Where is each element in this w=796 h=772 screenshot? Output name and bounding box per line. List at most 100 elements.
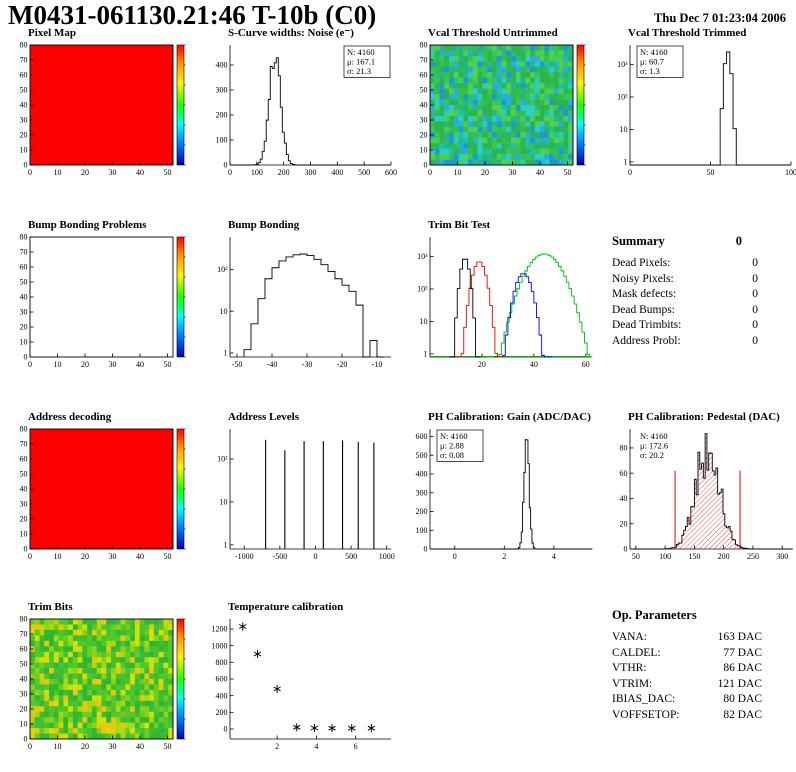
svg-text:10: 10 — [220, 307, 228, 316]
svg-text:50: 50 — [164, 360, 172, 369]
svg-text:80: 80 — [620, 444, 628, 453]
svg-text:20: 20 — [81, 552, 89, 561]
svg-text:1: 1 — [224, 540, 228, 549]
svg-text:10: 10 — [54, 742, 62, 751]
svg-text:50: 50 — [20, 278, 28, 287]
summary-row-dead-trimbits: Dead Trimbits: 0 — [612, 319, 758, 331]
svg-text:60: 60 — [20, 263, 28, 272]
ph-pedestal-panel: PH Calibration: Pedestal (DAC) 50 100 150 2… — [606, 411, 796, 562]
svg-text:0: 0 — [28, 168, 32, 177]
svg-text:400: 400 — [331, 168, 343, 177]
svg-text:50: 50 — [564, 168, 572, 177]
svg-text:40: 40 — [20, 101, 28, 110]
svg-text:80: 80 — [20, 425, 28, 434]
pixel-map-panel: Pixel Map 0 10 20 30 40 50 0 10 20 30 40 50 60 70 80 — [6, 27, 202, 178]
svg-text:40: 40 — [136, 360, 144, 369]
summary-row-dead-bumps: Dead Bumps: 0 — [612, 303, 758, 316]
svg-text:0: 0 — [624, 545, 628, 554]
chart-title: Trim Bit Test — [428, 219, 491, 231]
svg-text:10²: 10² — [417, 285, 428, 294]
svg-text:300: 300 — [776, 552, 788, 561]
svg-text:40: 40 — [136, 552, 144, 561]
svg-text:50: 50 — [164, 552, 172, 561]
temperature-calibration-chart: 2 4 6 0 200 400 600 800 1000 1200 — [212, 619, 391, 751]
pixel-map-chart: 0 10 20 30 40 50 0 10 20 30 40 50 60 70 80 — [20, 41, 186, 177]
svg-text:10: 10 — [54, 552, 62, 561]
svg-text:0: 0 — [428, 168, 432, 177]
op-row-vthr: VTHR: 86 DAC — [612, 662, 762, 674]
svg-text:60: 60 — [20, 455, 28, 464]
svg-text:200: 200 — [216, 708, 228, 717]
svg-text:10: 10 — [620, 125, 628, 134]
svg-text:σ: 21.3: σ: 21.3 — [347, 66, 371, 76]
svg-text:100: 100 — [785, 168, 796, 177]
svg-text:10: 10 — [220, 498, 228, 507]
svg-text:0: 0 — [313, 552, 317, 561]
chart-title: Address decoding — [28, 411, 112, 423]
chart-title: Address Levels — [228, 411, 299, 423]
svg-text:50: 50 — [164, 742, 172, 751]
svg-text:0: 0 — [424, 545, 428, 554]
svg-text:0: 0 — [28, 742, 32, 751]
svg-text:20: 20 — [420, 131, 428, 140]
svg-text:40: 40 — [536, 168, 544, 177]
svg-text:70: 70 — [20, 56, 28, 65]
svg-text:400: 400 — [416, 470, 428, 479]
svg-text:250: 250 — [747, 552, 759, 561]
svg-text:20: 20 — [20, 515, 28, 524]
op-row-voffsetop: VOFFSETOP: 82 DAC — [612, 708, 762, 721]
svg-text:0: 0 — [424, 161, 428, 170]
svg-text:10: 10 — [20, 146, 28, 155]
svg-text:600: 600 — [385, 168, 397, 177]
chart-title: PH Calibration: Pedestal (DAC) — [628, 411, 780, 423]
svg-text:20: 20 — [478, 360, 486, 369]
vcal-untrimmed-panel: Vcal Threshold Untrimmed 0 10 20 30 40 50 0 10 2… — [406, 27, 602, 178]
svg-text:10: 10 — [420, 146, 428, 155]
svg-text:10: 10 — [20, 338, 28, 347]
svg-text:μ: 60.7: μ: 60.7 — [640, 57, 664, 67]
svg-text:10²: 10² — [617, 93, 628, 102]
svg-text:40: 40 — [136, 168, 144, 177]
trim-bits-panel: Trim Bits 0 10 20 30 40 50 0 10 20 30 40 50 60 70 80 — [6, 601, 202, 752]
test-date: Thu Dec 7 01:23:04 2006 — [654, 11, 786, 25]
svg-text:20: 20 — [81, 360, 89, 369]
svg-text:N: 4160: N: 4160 — [347, 47, 375, 57]
svg-text:-20: -20 — [337, 360, 348, 369]
trim-bit-test-panel: Trim Bit Test 20 40 60 1 10 10² 10³ — [406, 219, 602, 370]
op-parameters-block: Op. Parameters VANA: 163 DAC CALDEL: 77 DA… — [612, 608, 762, 723]
svg-text:80: 80 — [20, 233, 28, 242]
svg-text:0: 0 — [224, 725, 228, 734]
svg-text:σ: 20.2: σ: 20.2 — [640, 450, 664, 460]
chart-title: Vcal Threshold Untrimmed — [428, 27, 558, 39]
svg-text:6: 6 — [354, 742, 358, 751]
svg-text:30: 30 — [109, 742, 117, 751]
svg-text:400: 400 — [216, 691, 228, 700]
summary-row-dead-pixels: Dead Pixels: 0 — [612, 257, 758, 269]
svg-text:30: 30 — [20, 690, 28, 699]
chart-title: Pixel Map — [28, 27, 76, 39]
chart-title: Vcal Threshold Trimmed — [628, 27, 747, 39]
svg-text:200: 200 — [718, 552, 730, 561]
svg-text:0: 0 — [24, 735, 28, 744]
svg-text:2: 2 — [275, 742, 279, 751]
svg-text:60: 60 — [582, 360, 590, 369]
svg-text:100: 100 — [659, 552, 671, 561]
vcal-trimmed-panel: Vcal Threshold Trimmed 0 50 100 1 10 10² 10³ N:… — [606, 27, 796, 178]
svg-text:0: 0 — [628, 168, 632, 177]
svg-text:40: 40 — [420, 101, 428, 110]
temperature-calibration-panel: Temperature calibration 2 4 6 0 200 400 600 800… — [206, 601, 402, 752]
svg-text:70: 70 — [20, 248, 28, 257]
svg-text:20: 20 — [81, 168, 89, 177]
svg-text:μ: 167.1: μ: 167.1 — [347, 57, 375, 67]
summary-title: Summary — [612, 234, 665, 248]
svg-text:30: 30 — [109, 552, 117, 561]
svg-text:60: 60 — [20, 645, 28, 654]
summary-block: Summary 0 Dead Pixels: 0 Noisy Pixels: 0 M… — [612, 234, 758, 349]
svg-text:40: 40 — [136, 742, 144, 751]
summary-total: 0 — [735, 234, 742, 248]
svg-text:20: 20 — [81, 742, 89, 751]
svg-text:70: 70 — [20, 630, 28, 639]
svg-text:40: 40 — [20, 293, 28, 302]
svg-text:-1000: -1000 — [235, 552, 254, 561]
